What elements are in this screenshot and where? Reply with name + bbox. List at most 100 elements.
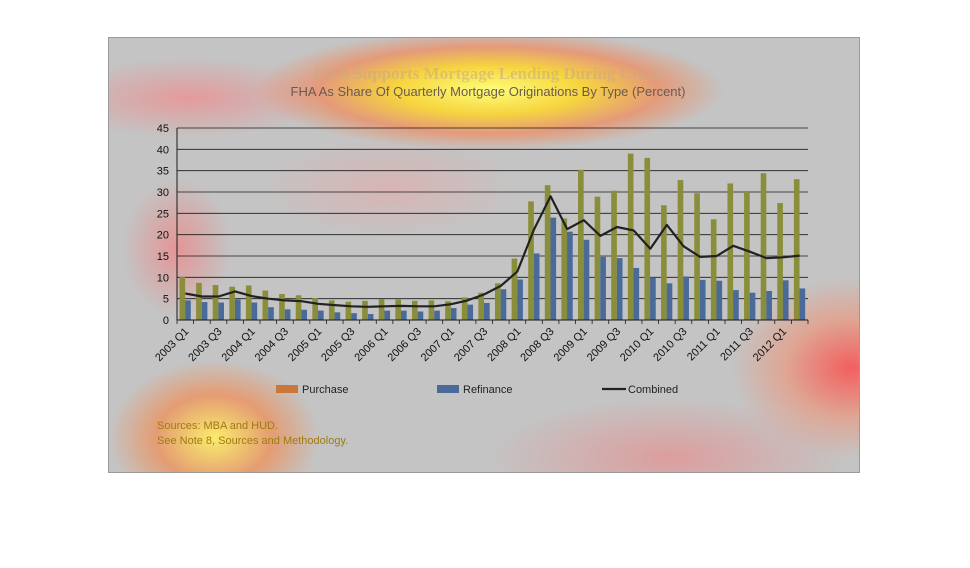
bar-refinance <box>201 302 208 320</box>
x-tick-label: 2009 Q3 <box>585 326 623 364</box>
x-tick-label: 2004 Q1 <box>220 326 258 364</box>
bar-purchase <box>378 299 385 320</box>
legend-label: Combined <box>628 384 678 396</box>
bar-purchase <box>196 282 202 320</box>
bar-purchase <box>411 300 418 320</box>
bar-refinance <box>384 310 391 320</box>
bar-purchase <box>528 201 534 320</box>
bar-purchase <box>710 219 717 320</box>
bar-refinance <box>616 258 623 320</box>
bar-purchase <box>295 295 302 320</box>
bar-purchase <box>694 193 700 320</box>
bar-refinance <box>268 307 274 320</box>
bar-purchase <box>627 153 634 320</box>
x-tick-label: 2005 Q3 <box>319 326 357 364</box>
x-tick-label: 2006 Q1 <box>352 326 390 364</box>
y-tick-label: 5 <box>163 294 169 306</box>
bar-refinance <box>650 277 656 320</box>
bar-refinance <box>583 239 590 320</box>
bar-refinance <box>401 310 407 320</box>
bar-refinance <box>434 310 440 320</box>
series-line-combined <box>185 195 800 308</box>
sources-line-2: See Note 8, Sources and Methodology. <box>157 435 349 447</box>
bars-layer <box>179 153 806 320</box>
bar-purchase <box>345 301 352 320</box>
bar-refinance <box>450 308 457 320</box>
y-tick-label: 45 <box>157 123 169 135</box>
bar-purchase <box>179 276 186 320</box>
bar-refinance <box>517 279 523 320</box>
bar-refinance <box>218 302 224 320</box>
bar-refinance <box>351 313 357 320</box>
bar-purchase <box>395 299 402 320</box>
bar-refinance <box>234 299 241 320</box>
bar-purchase <box>328 300 335 320</box>
bar-refinance <box>683 276 689 320</box>
bar-purchase <box>428 300 435 320</box>
bar-purchase <box>245 285 252 320</box>
x-tick-label: 2011 Q3 <box>718 326 756 364</box>
x-tick-label: 2007 Q1 <box>419 326 457 364</box>
bar-purchase <box>229 286 235 320</box>
bar-purchase <box>279 293 285 320</box>
y-tick-label: 25 <box>157 208 169 220</box>
y-tick-label: 10 <box>157 272 169 284</box>
x-tick-label: 2005 Q1 <box>286 326 324 364</box>
x-tick-label: 2008 Q3 <box>518 326 556 364</box>
x-tick-label: 2010 Q1 <box>618 326 656 364</box>
sources-note: Sources: MBA and HUD. See Note 8, Source… <box>157 419 348 449</box>
bar-purchase <box>544 185 551 320</box>
bar-purchase <box>611 190 617 320</box>
bar-refinance <box>600 256 606 320</box>
bar-refinance <box>334 312 341 320</box>
bar-purchase <box>461 297 468 320</box>
bar-purchase <box>262 290 269 320</box>
x-tick-label: 2006 Q3 <box>386 326 424 364</box>
bar-refinance <box>766 290 772 320</box>
legend-label: Purchase <box>302 384 348 396</box>
bar-purchase <box>561 218 568 320</box>
legend: Purchase Refinance Combined <box>276 384 678 396</box>
bar-purchase <box>661 205 667 320</box>
bar-refinance <box>185 300 191 320</box>
bar-purchase <box>511 258 518 320</box>
y-tick-label: 35 <box>157 166 169 178</box>
legend-label: Refinance <box>463 384 513 396</box>
line-layer <box>185 195 800 308</box>
bar-refinance <box>699 279 706 320</box>
bar-refinance <box>284 309 291 320</box>
y-tick-label: 20 <box>157 230 169 242</box>
bar-purchase <box>760 173 767 320</box>
bar-purchase <box>445 301 451 320</box>
bar-purchase <box>677 180 684 320</box>
bar-refinance <box>251 302 258 320</box>
bar-purchase <box>578 169 584 320</box>
y-tick-label: 0 <box>163 315 169 327</box>
bar-refinance <box>749 292 756 320</box>
bar-refinance <box>484 302 490 320</box>
bar-refinance <box>799 288 806 320</box>
bar-refinance <box>533 253 540 320</box>
bar-purchase <box>744 192 750 320</box>
chart-frame <box>108 37 860 473</box>
chart-subtitle: FHA As Share Of Quarterly Mortgage Origi… <box>290 84 686 99</box>
y-tick-label: 40 <box>157 144 169 156</box>
x-tick-label: 2010 Q3 <box>651 326 689 364</box>
x-tick-label: 2009 Q1 <box>552 326 590 364</box>
bar-refinance <box>301 309 308 320</box>
bar-purchase <box>494 283 501 320</box>
bar-refinance <box>550 217 557 320</box>
bar-purchase <box>212 285 219 320</box>
bar-purchase <box>478 292 485 320</box>
x-tick-label: 2003 Q1 <box>153 326 191 364</box>
x-tick-label: 2012 Q1 <box>751 326 789 364</box>
x-tick-label: 2003 Q3 <box>186 326 224 364</box>
bar-refinance <box>633 267 640 320</box>
x-tick-label: 2008 Q1 <box>485 326 523 364</box>
bar-refinance <box>500 289 507 320</box>
bar-purchase <box>312 298 318 320</box>
bar-refinance <box>467 304 474 320</box>
bar-purchase <box>793 179 800 320</box>
y-tick-label: 15 <box>157 251 169 263</box>
